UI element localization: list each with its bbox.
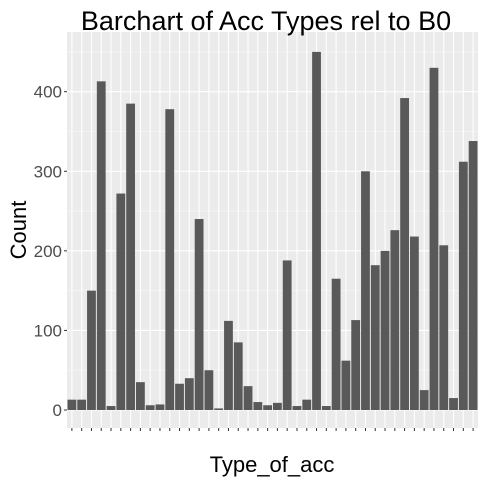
bar [458, 161, 468, 411]
bar [194, 219, 204, 411]
bar [184, 378, 194, 411]
chart-title: Barchart of Acc Types rel to B0 [81, 6, 451, 36]
bar [204, 370, 214, 411]
bar [233, 342, 243, 411]
bar [116, 193, 126, 411]
bar [312, 51, 321, 411]
bar [135, 382, 145, 411]
bar [282, 260, 292, 411]
bar [263, 405, 273, 411]
y-tick-label: 300 [34, 162, 62, 181]
bar [214, 408, 224, 411]
panel-background [67, 32, 478, 428]
bar [361, 171, 370, 411]
bar [96, 81, 106, 411]
y-tick-label: 400 [34, 83, 62, 102]
y-tick-label: 0 [53, 401, 62, 420]
bar [331, 278, 341, 411]
bar [419, 390, 429, 411]
bar [243, 386, 253, 411]
bar [439, 245, 449, 411]
bar [370, 265, 380, 411]
bar [224, 320, 233, 411]
bar [468, 141, 478, 411]
bar [409, 236, 419, 411]
bar [253, 402, 263, 411]
bar [155, 404, 165, 411]
bar [341, 360, 351, 411]
bar [126, 103, 136, 411]
bar [145, 405, 155, 411]
bar [292, 406, 302, 411]
y-tick-label: 200 [34, 242, 62, 261]
bar [67, 399, 77, 411]
bar [272, 402, 282, 411]
bar [302, 399, 312, 411]
bar [400, 98, 410, 411]
bar [77, 399, 87, 411]
bar [106, 406, 116, 411]
bar [321, 406, 331, 411]
bar [429, 67, 439, 411]
x-axis-title: Type_of_acc [210, 452, 335, 477]
bar [390, 230, 400, 411]
bar [449, 398, 458, 411]
bar [87, 290, 96, 411]
bar [165, 109, 175, 411]
bar [175, 383, 184, 411]
bar [380, 250, 390, 411]
bar [351, 320, 361, 411]
y-axis-title: Count [6, 201, 31, 260]
y-tick-label: 100 [34, 321, 62, 340]
